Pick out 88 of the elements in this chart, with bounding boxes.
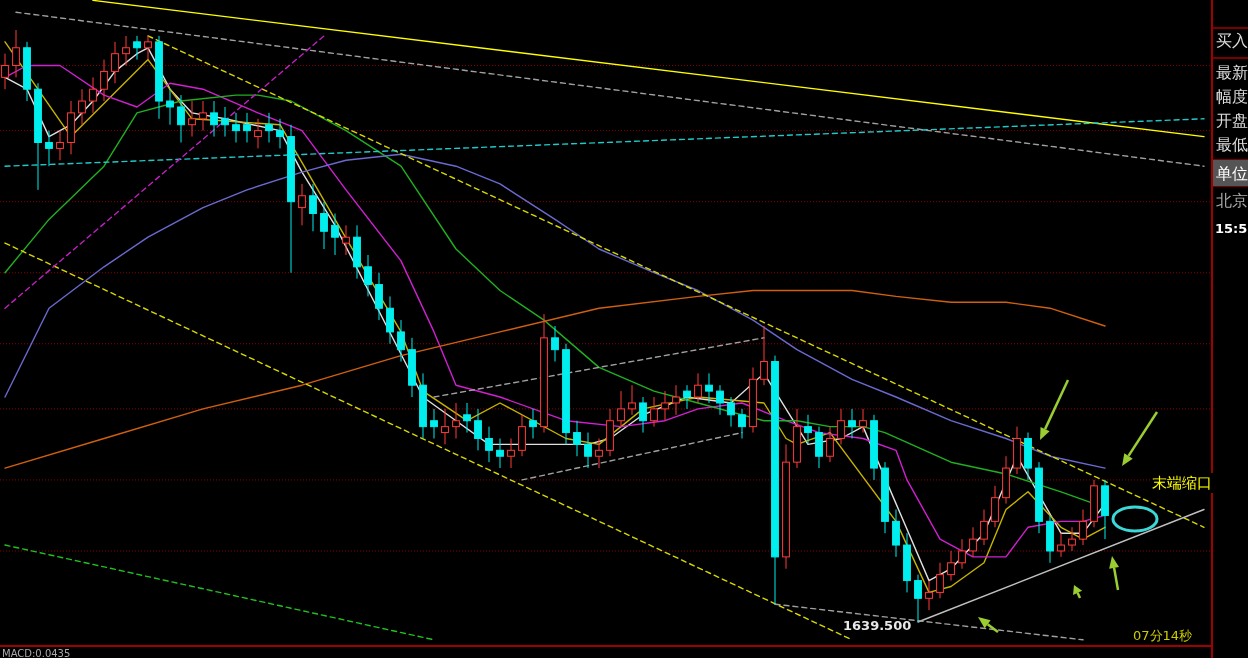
candlestick xyxy=(166,88,174,126)
candlestick xyxy=(518,414,526,457)
candlestick xyxy=(221,106,229,138)
candlestick xyxy=(122,35,130,67)
candlestick xyxy=(892,509,900,558)
candlestick xyxy=(848,408,856,439)
text: 15:5 xyxy=(1215,221,1248,236)
candlestick xyxy=(100,59,108,102)
candlestick xyxy=(342,224,350,256)
candlestick xyxy=(452,402,460,439)
candlestick xyxy=(815,426,823,469)
candlestick xyxy=(309,183,317,232)
candlestick xyxy=(738,408,746,439)
candlestick xyxy=(254,118,262,149)
candlestick xyxy=(144,35,152,61)
candlestick xyxy=(232,112,240,143)
candlestick xyxy=(298,183,306,226)
candlestick xyxy=(199,100,207,132)
candlestick xyxy=(595,437,603,469)
candlestick xyxy=(958,538,966,570)
candlestick xyxy=(980,509,988,546)
candlestick xyxy=(727,396,735,428)
candlestick xyxy=(133,35,141,61)
candlestick xyxy=(397,319,405,363)
candlestick xyxy=(661,390,669,422)
candlestick xyxy=(705,372,713,404)
text: 单位 xyxy=(1216,164,1248,183)
candlestick xyxy=(441,408,449,445)
candlestick xyxy=(474,408,482,451)
candlestick xyxy=(617,390,625,428)
annotation: 1639.500 xyxy=(843,618,912,633)
candlestick xyxy=(1,53,9,90)
candlestick xyxy=(804,414,812,445)
candlestick xyxy=(859,408,867,434)
candlestick xyxy=(991,485,999,528)
candlestick xyxy=(496,437,504,469)
text: MACD:0.0435 xyxy=(2,648,71,658)
candlestick xyxy=(507,437,515,469)
candlestick xyxy=(265,112,273,143)
candlestick xyxy=(947,550,955,582)
candlestick xyxy=(463,402,471,434)
candlestick xyxy=(584,432,592,469)
candlestick xyxy=(243,112,251,143)
candlestick xyxy=(694,372,702,404)
candlestick xyxy=(760,325,768,386)
candlestick xyxy=(210,100,218,138)
text: 最新 xyxy=(1216,63,1248,82)
candlestick xyxy=(89,76,97,114)
text: 开盘 xyxy=(1216,111,1248,130)
candlestick xyxy=(12,29,20,78)
candlestick xyxy=(936,562,944,599)
candlestick xyxy=(1068,526,1076,552)
text: 07分14秒 xyxy=(1133,628,1193,643)
candlestick xyxy=(914,574,922,623)
candlestick xyxy=(1057,532,1065,558)
text: 幅度 xyxy=(1216,87,1248,106)
candlestick xyxy=(188,100,196,138)
annotation: 末端缩口 xyxy=(1152,474,1212,492)
candlestick xyxy=(485,426,493,463)
text: 北京 xyxy=(1216,191,1248,210)
candlestick xyxy=(45,130,53,167)
candlestick xyxy=(551,325,559,363)
candlestick xyxy=(364,254,372,297)
candlestick xyxy=(826,426,834,463)
candlestick xyxy=(1079,509,1087,546)
candlestick xyxy=(430,408,438,439)
candlestick xyxy=(177,94,185,143)
candlestick xyxy=(639,396,647,434)
candlestick xyxy=(672,384,680,416)
candlestick xyxy=(386,295,394,345)
candlestick xyxy=(837,408,845,445)
candlestick xyxy=(650,396,658,428)
candlestick xyxy=(276,118,284,149)
candlestick xyxy=(331,213,339,256)
candlestick xyxy=(111,41,119,84)
text: 买入 xyxy=(1216,31,1248,50)
candlestick xyxy=(375,272,383,321)
candlestick xyxy=(969,526,977,558)
candlestick xyxy=(925,580,933,611)
candlestick xyxy=(78,88,86,126)
candlestick xyxy=(573,420,581,457)
candlestick xyxy=(56,130,64,161)
text: 最低 xyxy=(1216,135,1248,154)
candlestick xyxy=(320,201,328,250)
candlestick xyxy=(683,384,691,410)
candlestick xyxy=(529,408,537,439)
candlestick xyxy=(628,384,636,416)
candlestick xyxy=(716,384,724,416)
